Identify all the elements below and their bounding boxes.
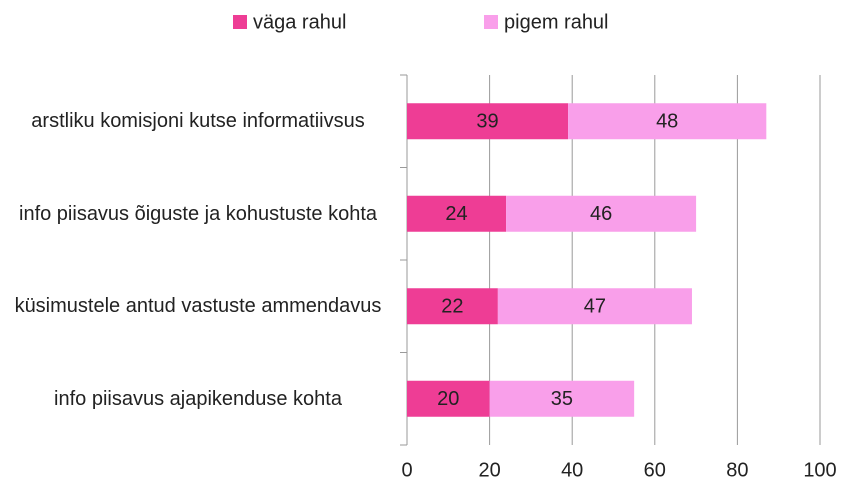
data-label: 47 (584, 296, 606, 318)
bar-segment (506, 195, 697, 232)
legend-label: pigem rahul (504, 11, 609, 33)
x-tick-label: 80 (726, 459, 748, 481)
x-tick-label: 60 (644, 459, 666, 481)
bar-segment (568, 103, 767, 140)
y-tick-label: info piisavus ajapikenduse kohta (54, 387, 342, 410)
bar-segment (489, 380, 635, 417)
x-tick-label: 40 (561, 459, 583, 481)
y-tick-label: info piisavus õiguste ja kohustuste koht… (19, 202, 377, 225)
bar-segment (407, 195, 507, 232)
bar-segment (497, 288, 692, 325)
data-label: 20 (437, 388, 459, 410)
y-tick-label: arstliku komisjoni kutse informatiivsus (31, 110, 365, 133)
x-tick-label: 20 (478, 459, 500, 481)
x-tick-label: 100 (803, 459, 836, 481)
data-label: 24 (445, 203, 467, 225)
data-label: 35 (551, 388, 573, 410)
data-label: 46 (590, 203, 612, 225)
bar-segment (407, 103, 569, 140)
data-label: 39 (476, 111, 498, 133)
legend-swatch (233, 15, 247, 29)
data-label: 48 (656, 111, 678, 133)
legend-swatch (484, 15, 498, 29)
legend-label: väga rahul (253, 11, 346, 33)
x-tick-label: 0 (401, 459, 412, 481)
bar-segment (407, 288, 498, 325)
y-tick-label: küsimustele antud vastuste ammendavus (14, 295, 382, 318)
data-label: 22 (441, 296, 463, 318)
bar-segment (407, 380, 490, 417)
